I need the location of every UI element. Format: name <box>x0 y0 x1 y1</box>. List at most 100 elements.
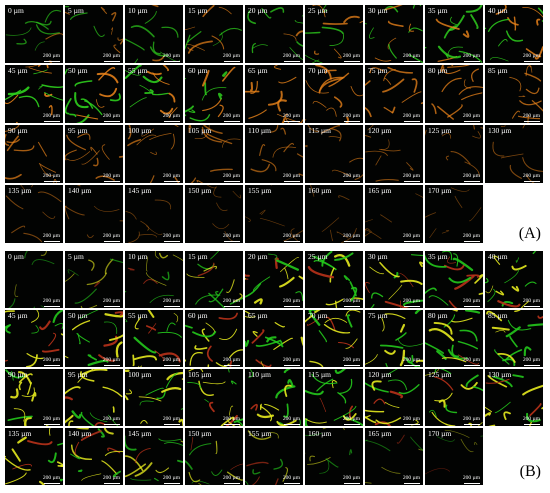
micrograph <box>5 369 50 426</box>
scale-bar <box>344 365 360 366</box>
scale-bar <box>404 61 420 62</box>
scale-label: 200 µm <box>162 53 180 59</box>
depth-label: 70 µm <box>308 311 328 320</box>
scale-bar <box>464 424 480 425</box>
image-tile: 155 µm 200 µm <box>245 428 303 485</box>
image-tile: 45 µm 200 µm <box>5 310 63 367</box>
micrograph <box>245 65 303 123</box>
depth-label: 95 µm <box>68 370 88 379</box>
image-tile: 95 µm 200 µm <box>65 369 123 426</box>
scale-bar <box>404 241 420 242</box>
depth-label: 10 µm <box>128 6 148 15</box>
micrograph <box>307 251 363 308</box>
micrograph <box>8 251 55 308</box>
image-tile: 55 µm 200 µm <box>125 65 183 123</box>
depth-label: 50 µm <box>68 311 88 320</box>
depth-label: 75 µm <box>368 66 388 75</box>
image-tile: 35 µm 200 µm <box>425 5 483 63</box>
depth-label: 20 µm <box>248 252 268 261</box>
scale-bar <box>464 241 480 242</box>
panel-a: 0 µm 200 µm 5 µm 200 µm 10 µm 200 µm 15 µm 200 … <box>5 5 545 249</box>
scale-label: 200 µm <box>102 298 120 304</box>
image-tile: 120 µm 200 µm <box>365 125 423 183</box>
micrograph <box>492 125 543 183</box>
micrograph <box>125 251 183 303</box>
scale-bar <box>464 306 480 307</box>
image-tile: 115 µm 200 µm <box>305 125 363 183</box>
scale-label: 200 µm <box>282 416 300 422</box>
scale-bar <box>284 365 300 366</box>
micrograph <box>185 5 242 54</box>
image-tile: 150 µm 200 µm <box>185 185 243 243</box>
depth-label: 60 µm <box>188 311 208 320</box>
scale-bar <box>284 61 300 62</box>
scale-label: 200 µm <box>402 357 420 363</box>
image-tile: 45 µm 200 µm <box>5 65 63 123</box>
scale-label: 200 µm <box>282 173 300 179</box>
scale-bar <box>224 424 240 425</box>
micrograph <box>65 133 123 181</box>
depth-label: 170 µm <box>428 429 452 438</box>
scale-bar <box>104 181 120 182</box>
depth-label: 120 µm <box>368 126 392 135</box>
micrograph <box>365 310 423 367</box>
panel-label-b: (B) <box>519 463 541 480</box>
micrograph <box>431 65 483 120</box>
depth-label: 160 µm <box>308 186 332 195</box>
depth-label: 85 µm <box>488 66 508 75</box>
micrograph <box>250 125 303 176</box>
image-tile: 25 µm 200 µm <box>305 251 363 308</box>
depth-label: 25 µm <box>308 252 328 261</box>
scale-bar <box>404 306 420 307</box>
scale-bar <box>404 483 420 484</box>
scale-label: 200 µm <box>282 357 300 363</box>
micrograph <box>425 369 483 426</box>
micrograph <box>425 5 483 63</box>
scale-label: 200 µm <box>282 53 300 59</box>
image-tile: 20 µm 200 µm <box>245 5 303 63</box>
micrograph <box>365 254 423 308</box>
micrograph <box>125 369 183 426</box>
scale-bar <box>404 365 420 366</box>
scale-label: 200 µm <box>522 357 540 363</box>
scale-bar <box>164 181 180 182</box>
image-tile: 90 µm 200 µm <box>5 125 63 183</box>
depth-label: 0 µm <box>8 6 24 15</box>
micrograph <box>365 5 423 63</box>
scale-label: 200 µm <box>282 475 300 481</box>
depth-label: 130 µm <box>488 370 512 379</box>
scale-bar <box>404 121 420 122</box>
scale-label: 200 µm <box>102 173 120 179</box>
scale-bar <box>164 483 180 484</box>
scale-label: 200 µm <box>42 357 60 363</box>
scale-label: 200 µm <box>222 357 240 363</box>
scale-bar <box>344 181 360 182</box>
micrograph <box>425 310 481 365</box>
image-tile: 150 µm 200 µm <box>185 428 243 485</box>
image-tile: 165 µm 200 µm <box>365 185 423 243</box>
image-tile: 0 µm 200 µm <box>5 5 63 63</box>
scale-label: 200 µm <box>222 53 240 59</box>
scale-label: 200 µm <box>222 475 240 481</box>
scale-bar <box>44 121 60 122</box>
micrograph <box>305 428 353 474</box>
scale-label: 200 µm <box>522 416 540 422</box>
depth-label: 40 µm <box>488 252 508 261</box>
depth-label: 20 µm <box>248 6 268 15</box>
scale-bar <box>284 181 300 182</box>
scale-bar <box>164 121 180 122</box>
image-tile: 135 µm 200 µm <box>5 428 63 485</box>
micrograph <box>245 253 303 305</box>
image-tile: 75 µm 200 µm <box>365 65 423 123</box>
depth-label: 5 µm <box>68 252 84 261</box>
scale-bar <box>44 306 60 307</box>
scale-label: 200 µm <box>42 298 60 304</box>
depth-label: 70 µm <box>308 66 328 75</box>
image-tile: 110 µm 200 µm <box>245 125 303 183</box>
scale-bar <box>224 181 240 182</box>
image-tile: 105 µm 200 µm <box>185 125 243 183</box>
scale-bar <box>284 121 300 122</box>
scale-label: 200 µm <box>462 298 480 304</box>
image-tile: 75 µm 200 µm <box>365 310 423 367</box>
scale-label: 200 µm <box>402 298 420 304</box>
